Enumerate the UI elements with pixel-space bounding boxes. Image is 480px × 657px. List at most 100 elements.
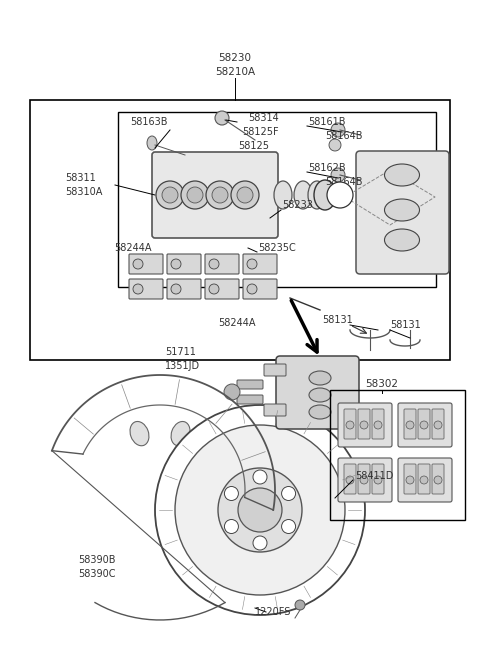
Ellipse shape	[274, 181, 292, 209]
Text: 1220FS: 1220FS	[255, 607, 291, 617]
Circle shape	[295, 600, 305, 610]
Ellipse shape	[384, 229, 420, 251]
Circle shape	[218, 468, 302, 552]
FancyBboxPatch shape	[152, 152, 278, 238]
Text: 58161B: 58161B	[308, 117, 346, 127]
Circle shape	[346, 476, 354, 484]
Ellipse shape	[384, 199, 420, 221]
Circle shape	[329, 184, 341, 196]
Circle shape	[374, 421, 382, 429]
Text: 58411D: 58411D	[355, 471, 394, 481]
Text: 58314: 58314	[248, 113, 279, 123]
Text: 58244A: 58244A	[218, 318, 255, 328]
Circle shape	[331, 168, 345, 182]
Ellipse shape	[384, 164, 420, 186]
Circle shape	[237, 187, 253, 203]
Circle shape	[406, 421, 414, 429]
Text: 58163B: 58163B	[131, 117, 168, 127]
Circle shape	[282, 520, 296, 533]
Circle shape	[253, 536, 267, 550]
Circle shape	[420, 421, 428, 429]
Circle shape	[434, 476, 442, 484]
Text: 58235C: 58235C	[258, 243, 296, 253]
Circle shape	[212, 187, 228, 203]
Circle shape	[247, 284, 257, 294]
Text: 1351JD: 1351JD	[165, 361, 200, 371]
Bar	[118, 112, 436, 287]
Text: 58125: 58125	[238, 141, 269, 151]
FancyBboxPatch shape	[404, 409, 416, 439]
Text: 58210A: 58210A	[215, 67, 255, 77]
Circle shape	[156, 181, 184, 209]
Text: 58164B: 58164B	[325, 177, 362, 187]
FancyBboxPatch shape	[205, 279, 239, 299]
FancyBboxPatch shape	[344, 409, 356, 439]
Circle shape	[206, 181, 234, 209]
Circle shape	[327, 182, 353, 208]
FancyBboxPatch shape	[418, 464, 430, 494]
Circle shape	[253, 470, 267, 484]
Circle shape	[160, 460, 220, 520]
FancyBboxPatch shape	[356, 151, 449, 274]
FancyBboxPatch shape	[243, 279, 277, 299]
FancyBboxPatch shape	[358, 464, 370, 494]
Circle shape	[282, 486, 296, 501]
Circle shape	[231, 181, 259, 209]
Text: 58302: 58302	[365, 379, 398, 389]
Circle shape	[434, 421, 442, 429]
Text: 58390C: 58390C	[78, 569, 116, 579]
FancyBboxPatch shape	[372, 409, 384, 439]
Circle shape	[224, 384, 240, 400]
Text: 58310A: 58310A	[65, 187, 102, 197]
Text: 51711: 51711	[165, 347, 196, 357]
Circle shape	[162, 187, 178, 203]
Circle shape	[133, 284, 143, 294]
FancyBboxPatch shape	[432, 464, 444, 494]
FancyBboxPatch shape	[338, 458, 392, 502]
FancyBboxPatch shape	[237, 395, 263, 404]
Text: 58131: 58131	[322, 315, 353, 325]
FancyBboxPatch shape	[264, 404, 286, 416]
Text: 58233: 58233	[282, 200, 313, 210]
FancyBboxPatch shape	[432, 409, 444, 439]
FancyBboxPatch shape	[344, 464, 356, 494]
Ellipse shape	[308, 181, 326, 209]
FancyBboxPatch shape	[243, 254, 277, 274]
FancyBboxPatch shape	[404, 464, 416, 494]
Ellipse shape	[130, 422, 149, 445]
FancyBboxPatch shape	[167, 254, 201, 274]
Circle shape	[155, 405, 365, 615]
Ellipse shape	[200, 450, 224, 470]
Text: 58164B: 58164B	[325, 131, 362, 141]
Circle shape	[175, 425, 345, 595]
Text: 58162B: 58162B	[308, 163, 346, 173]
Circle shape	[181, 181, 209, 209]
Ellipse shape	[309, 371, 331, 385]
Circle shape	[187, 187, 203, 203]
Circle shape	[329, 139, 341, 151]
Circle shape	[247, 259, 257, 269]
Circle shape	[360, 421, 368, 429]
Text: 58311: 58311	[65, 173, 96, 183]
Ellipse shape	[309, 405, 331, 419]
FancyBboxPatch shape	[372, 464, 384, 494]
Circle shape	[360, 476, 368, 484]
Ellipse shape	[314, 180, 336, 210]
Circle shape	[406, 476, 414, 484]
FancyBboxPatch shape	[398, 403, 452, 447]
Circle shape	[346, 421, 354, 429]
Ellipse shape	[294, 181, 312, 209]
Ellipse shape	[309, 388, 331, 402]
Circle shape	[171, 259, 181, 269]
Text: 58131: 58131	[390, 320, 421, 330]
FancyBboxPatch shape	[398, 458, 452, 502]
Circle shape	[331, 123, 345, 137]
Bar	[330, 390, 465, 520]
Circle shape	[225, 486, 239, 501]
Circle shape	[238, 488, 282, 532]
FancyBboxPatch shape	[276, 356, 359, 429]
FancyBboxPatch shape	[264, 364, 286, 376]
Bar	[30, 100, 450, 360]
Circle shape	[171, 284, 181, 294]
Circle shape	[420, 476, 428, 484]
